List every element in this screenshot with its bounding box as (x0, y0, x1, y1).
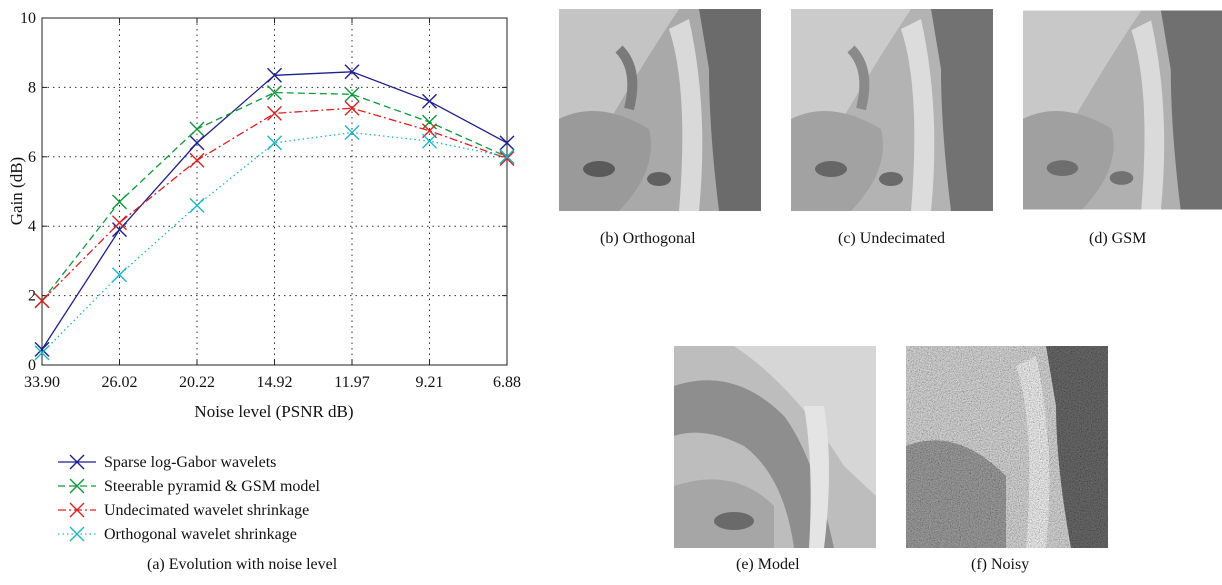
image-model (674, 346, 876, 548)
data-point-marker (189, 152, 205, 168)
y-ticks: 0 2 4 6 8 10 (20, 10, 507, 374)
caption-c: (c) Undecimated (838, 230, 946, 247)
data-point-marker (499, 151, 515, 167)
series-1 (34, 64, 515, 357)
data-point-marker (112, 194, 127, 210)
data-point-marker (34, 345, 50, 361)
y-tick-label: 6 (28, 149, 36, 166)
data-point-marker (422, 133, 437, 149)
data-point-marker (267, 135, 282, 151)
data-point-marker (189, 135, 205, 151)
data-point-marker (344, 100, 360, 116)
data-point-marker (499, 149, 515, 165)
data-point-marker (69, 526, 85, 542)
legend-entry: Orthogonal wavelet shrinkage (58, 526, 297, 543)
series-3 (34, 100, 515, 309)
x-tick-label: 11.97 (334, 374, 369, 391)
data-point-marker (344, 86, 360, 102)
legend-label: Undecimated wavelet shrinkage (104, 502, 309, 519)
data-point-marker (34, 341, 50, 357)
y-tick-label: 4 (28, 218, 36, 235)
data-point-marker (69, 502, 85, 518)
data-point-marker (112, 267, 127, 283)
data-point-marker (499, 135, 515, 151)
series-lines (34, 64, 515, 361)
legend-label: Sparse log-Gabor wavelets (104, 454, 276, 471)
data-point-marker (267, 85, 282, 101)
caption-a: (a) Evolution with noise level (147, 556, 338, 573)
data-point-marker (267, 105, 282, 121)
data-point-marker (344, 125, 360, 141)
data-point-marker (422, 123, 437, 139)
y-tick-label: 8 (28, 79, 36, 96)
gain-line-chart: 0 2 4 6 8 10 33.90 26.02 20.22 14.92 11.97 9.21 6.8… (7, 10, 521, 543)
caption-d: (d) GSM (1089, 230, 1147, 247)
legend: Sparse log-Gabor wavelets Steerable pyram… (58, 454, 321, 543)
grid-lines (42, 18, 507, 365)
caption-f: (f) Noisy (971, 556, 1030, 573)
image-orthogonal (559, 9, 761, 211)
plot-frame (41, 17, 508, 366)
data-point-marker (112, 222, 127, 238)
y-tick-label: 2 (28, 288, 36, 305)
x-tick-label: 26.02 (102, 374, 138, 391)
data-point-marker (189, 121, 205, 137)
legend-entry: Steerable pyramid & GSM model (58, 478, 321, 495)
legend-entry: Sparse log-Gabor wavelets (58, 454, 276, 471)
x-tick-label: 33.90 (24, 374, 60, 391)
x-tick-label: 9.21 (416, 374, 444, 391)
data-point-marker (69, 454, 85, 470)
data-point-marker (344, 64, 360, 80)
data-point-marker (189, 197, 205, 213)
x-tick-label: 20.22 (179, 374, 215, 391)
data-point-marker (69, 478, 85, 494)
legend-label: Steerable pyramid & GSM model (104, 478, 321, 495)
legend-entry: Undecimated wavelet shrinkage (58, 502, 309, 519)
y-tick-label: 0 (28, 357, 36, 374)
data-point-marker (267, 67, 282, 83)
series-4 (34, 125, 515, 361)
x-axis-label: Noise level (PSNR dB) (194, 402, 353, 421)
x-tick-label: 14.92 (257, 374, 293, 391)
y-axis-label: Gain (dB) (7, 157, 26, 225)
y-tick-label: 10 (20, 10, 36, 27)
data-point-marker (34, 293, 50, 309)
data-point-marker (422, 93, 437, 109)
x-ticks: 33.90 26.02 20.22 14.92 11.97 9.21 6.88 (24, 18, 521, 391)
series-2 (34, 85, 515, 309)
data-point-marker (112, 215, 127, 231)
image-undecimated (791, 9, 993, 211)
image-noisy (906, 346, 1108, 548)
caption-b: (b) Orthogonal (600, 230, 696, 247)
image-gsm (1023, 9, 1222, 211)
caption-e: (e) Model (736, 556, 800, 573)
legend-label: Orthogonal wavelet shrinkage (104, 526, 297, 543)
x-tick-label: 6.88 (493, 374, 521, 391)
